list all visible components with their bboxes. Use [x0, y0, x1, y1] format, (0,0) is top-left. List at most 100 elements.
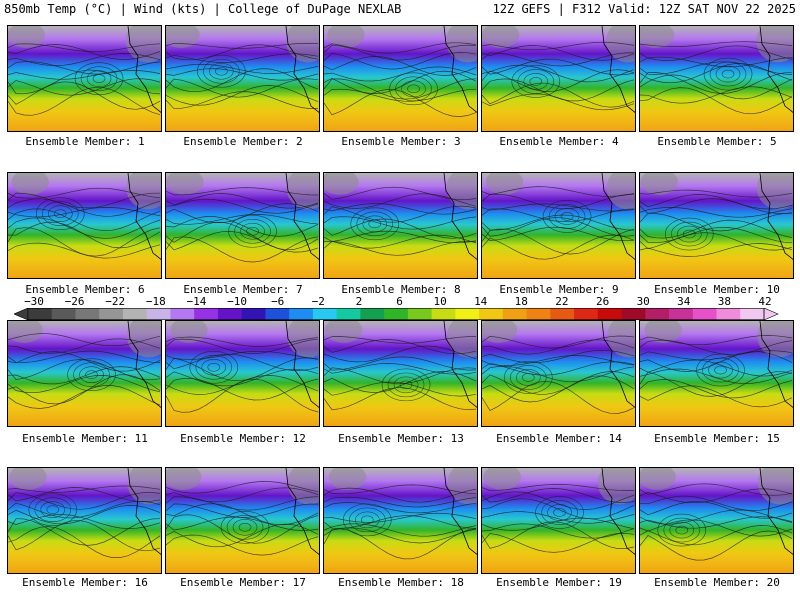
wind-streamline	[166, 350, 319, 360]
wind-streamline	[8, 375, 161, 394]
wind-streamline	[324, 387, 477, 411]
temperature-map	[324, 26, 477, 131]
temperature-map	[640, 173, 793, 278]
ensemble-member-label: Ensemble Member: 18	[338, 576, 464, 589]
colorbar-tick-label: 2	[355, 295, 363, 308]
wind-streamline	[166, 231, 319, 253]
wind-streamline	[482, 41, 635, 51]
temperature-colorbar	[14, 308, 779, 320]
wind-streamline	[8, 485, 161, 493]
circulation-contour	[554, 208, 580, 225]
colorbar-segment	[669, 308, 694, 320]
colorbar-tick-label: 6	[396, 295, 403, 308]
colorbar-outline	[27, 308, 765, 320]
colorbar-segment	[75, 308, 100, 320]
wind-streamline	[482, 491, 635, 510]
coastline	[601, 26, 635, 113]
colorbar-segment	[716, 308, 741, 320]
circulation-contour	[702, 357, 739, 383]
circulation-contour	[348, 507, 386, 533]
land-shading	[640, 173, 679, 195]
circulation-contour	[354, 511, 380, 529]
colorbar-segment	[479, 308, 504, 320]
wind-streamline	[482, 217, 635, 237]
temperature-map	[482, 26, 635, 131]
colorbar-segment	[526, 308, 551, 320]
circulation-contour	[521, 373, 535, 382]
wind-streamline	[166, 534, 319, 556]
wind-streamline	[166, 481, 319, 494]
wind-streamline	[640, 56, 793, 68]
wind-streamline	[640, 243, 793, 257]
ensemble-member-label: Ensemble Member: 9	[499, 283, 619, 296]
land-shading	[482, 26, 520, 48]
circulation-contour	[529, 77, 543, 86]
wind-streamline	[324, 78, 477, 100]
circulation-contour	[207, 362, 221, 372]
circulation-contour	[85, 370, 98, 379]
wind-streamline	[8, 53, 161, 66]
wind-streamline	[640, 371, 793, 397]
coastline	[759, 468, 793, 555]
colorbar-tick-label: 34	[677, 295, 691, 308]
land-shading	[607, 321, 635, 358]
land-shading	[126, 321, 161, 358]
wind-streamline	[482, 203, 635, 212]
wind-streamline	[166, 44, 319, 61]
temperature-map	[8, 321, 161, 426]
wind-streamline	[482, 335, 635, 349]
colorbar-segment	[241, 308, 266, 320]
coastline	[127, 321, 161, 408]
coastline	[285, 321, 319, 408]
wind-streamline	[640, 86, 793, 104]
wind-streamline	[482, 484, 635, 491]
wind-streamline	[166, 214, 319, 225]
land-shading	[9, 468, 47, 490]
wind-streamline	[8, 69, 161, 95]
temperature-map	[8, 468, 161, 573]
model-run-info: 12Z GEFS | F312 Valid: 12Z SAT NOV 22 20…	[492, 2, 796, 16]
temperature-map	[640, 321, 793, 426]
land-shading	[606, 173, 635, 210]
wind-streamline	[166, 496, 319, 511]
wind-streamline	[482, 498, 635, 520]
ensemble-member-label: Ensemble Member: 2	[183, 135, 303, 148]
colorbar-tick-label: −6	[271, 295, 285, 308]
circulation-contour	[342, 503, 392, 537]
wind-streamline	[166, 357, 319, 382]
wind-streamline	[482, 228, 635, 255]
colorbar-segment	[692, 308, 717, 320]
wind-streamline	[324, 89, 477, 117]
ensemble-map-panel	[165, 467, 320, 574]
ensemble-map-panel	[165, 172, 320, 279]
circulation-contour	[381, 368, 431, 402]
coastline	[285, 173, 319, 260]
ensemble-map-panel	[323, 467, 478, 574]
colorbar-tick-label: 38	[717, 295, 732, 308]
circulation-contour	[714, 365, 727, 375]
wind-streamline	[324, 487, 477, 503]
circulation-contour	[657, 513, 707, 547]
land-shading	[757, 321, 793, 358]
wind-streamline	[8, 501, 161, 519]
land-shading	[327, 26, 365, 48]
coastline	[601, 468, 635, 555]
circulation-contour	[215, 66, 228, 76]
circulation-contour	[676, 225, 702, 243]
circulation-contour	[670, 221, 708, 247]
land-shading	[166, 468, 202, 490]
wind-streamline	[8, 505, 161, 525]
ensemble-member-label: Ensemble Member: 15	[654, 432, 780, 445]
wind-streamline	[482, 355, 635, 366]
circulation-contour	[189, 350, 239, 384]
ensemble-member-label: Ensemble Member: 8	[341, 283, 461, 296]
wind-streamline	[166, 53, 319, 63]
circulation-contour	[703, 57, 753, 91]
ensemble-map-panel	[323, 172, 478, 279]
wind-streamline	[482, 82, 635, 108]
wind-streamline	[324, 336, 477, 344]
wind-streamline	[482, 375, 635, 403]
circulation-contour	[74, 62, 124, 95]
land-shading	[126, 173, 161, 210]
colorbar-tick-label: 10	[433, 295, 447, 308]
